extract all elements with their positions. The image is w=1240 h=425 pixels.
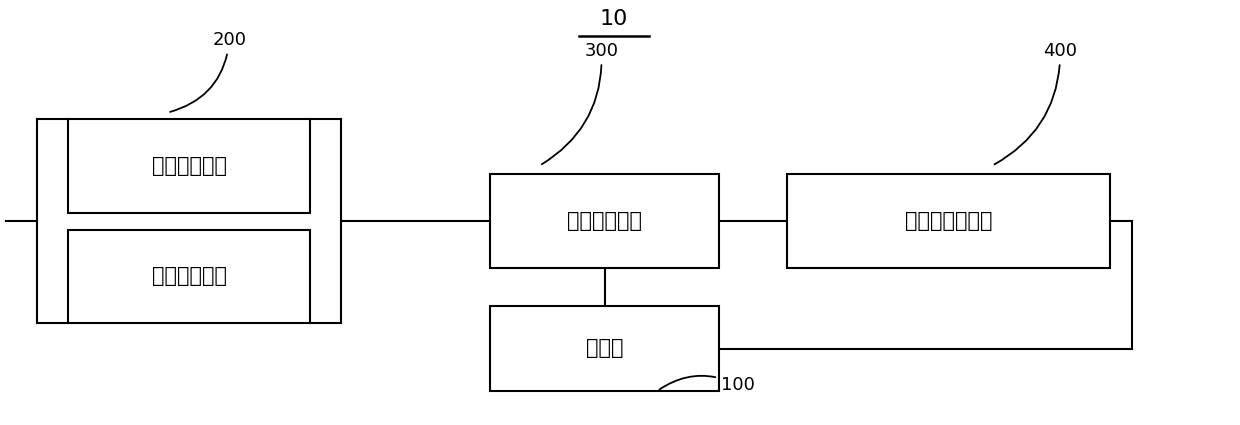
Bar	[490, 174, 719, 268]
Text: 200: 200	[170, 31, 247, 112]
Text: 紫外灯板电路: 紫外灯板电路	[151, 266, 227, 286]
Bar	[787, 174, 1110, 268]
Text: 光耦合检测电路: 光耦合检测电路	[905, 211, 992, 231]
Bar	[490, 306, 719, 391]
Text: 10: 10	[600, 9, 627, 29]
Bar	[68, 230, 310, 323]
Text: 处理器: 处理器	[585, 338, 624, 359]
Text: 100: 100	[660, 376, 755, 394]
Text: 驱动调节电路: 驱动调节电路	[567, 211, 642, 231]
Text: 300: 300	[542, 42, 619, 164]
Text: 400: 400	[994, 42, 1078, 164]
Bar	[68, 119, 310, 212]
Text: 紫外灯板电路: 紫外灯板电路	[151, 156, 227, 176]
